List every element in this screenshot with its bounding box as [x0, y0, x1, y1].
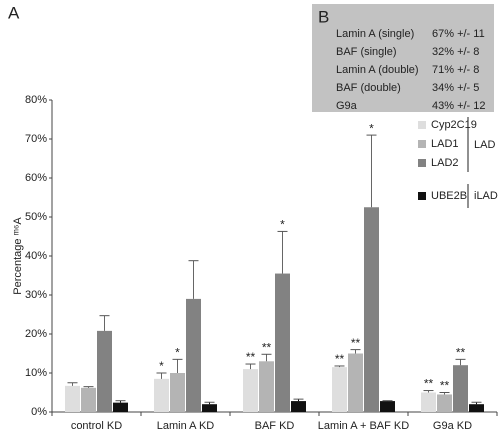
y-tick-label: 80%: [25, 94, 47, 106]
table-label: BAF (double): [336, 82, 401, 94]
significance-mark: *: [280, 218, 285, 232]
table-label: G9a: [336, 100, 358, 112]
panel-label: B: [318, 7, 329, 26]
bar: [364, 207, 379, 412]
legend-swatch: [418, 192, 426, 200]
bar: [275, 273, 290, 412]
y-tick-label: 40%: [25, 250, 47, 262]
legend-group-label: LAD: [474, 139, 495, 151]
bar: [421, 392, 436, 412]
table-value: 71% +/- 8: [432, 64, 479, 76]
x-tick-label: BAF KD: [255, 420, 295, 432]
x-tick-label: Lamin A KD: [157, 420, 215, 432]
legend-label: LAD2: [431, 157, 459, 169]
legend-label: Cyp2C19: [431, 119, 477, 131]
significance-mark: **: [440, 379, 450, 393]
legend-label: LAD1: [431, 138, 459, 150]
table-value: 32% +/- 8: [432, 46, 479, 58]
significance-mark: *: [369, 121, 374, 135]
bar: [170, 373, 185, 412]
bar: [81, 387, 96, 412]
bar: [97, 330, 112, 412]
significance-mark: *: [175, 346, 180, 360]
bar: [332, 367, 347, 412]
y-tick-label: 60%: [25, 172, 47, 184]
x-tick-label: control KD: [71, 420, 122, 432]
legend-label: UBE2B: [431, 190, 467, 202]
y-tick-label: 20%: [25, 328, 47, 340]
y-axis-label: Percentage ᵐ⁶A: [12, 217, 24, 295]
bar: [243, 369, 258, 412]
significance-mark: **: [351, 336, 361, 350]
y-tick-label: 10%: [25, 367, 47, 379]
legend-swatch: [418, 140, 426, 148]
bar: [437, 394, 452, 412]
y-tick-label: 70%: [25, 133, 47, 145]
significance-mark: **: [424, 377, 434, 391]
bar: [154, 378, 169, 412]
bar: [259, 361, 274, 412]
significance-mark: **: [246, 350, 256, 364]
bar: [453, 365, 468, 412]
bar: [65, 385, 80, 412]
table-value: 34% +/- 5: [432, 82, 479, 94]
significance-mark: *: [159, 359, 164, 373]
panel-b-box: [312, 4, 494, 112]
legend-group-label: iLAD: [474, 190, 498, 202]
bar: [202, 404, 217, 412]
y-tick-label: 50%: [25, 211, 47, 223]
bar: [113, 402, 128, 412]
table-value: 67% +/- 11: [432, 28, 485, 40]
bar: [186, 298, 201, 412]
bar: [348, 353, 363, 412]
legend-swatch: [418, 159, 426, 167]
bar: [291, 401, 306, 412]
bar: [380, 401, 395, 412]
y-tick-label: 0%: [31, 406, 47, 418]
y-tick-label: 30%: [25, 289, 47, 301]
table-label: Lamin A (single): [336, 28, 414, 40]
table-label: Lamin A (double): [336, 64, 419, 76]
panel-label: A: [8, 3, 20, 22]
table-value: 43% +/- 12: [432, 100, 486, 112]
x-tick-label: Lamin A + BAF KD: [318, 420, 409, 432]
significance-mark: **: [262, 340, 272, 354]
table-label: BAF (single): [336, 46, 397, 58]
significance-mark: **: [456, 346, 466, 360]
bar: [469, 404, 484, 412]
significance-mark: **: [335, 352, 345, 366]
legend-swatch: [418, 121, 426, 129]
x-tick-label: G9a KD: [433, 420, 472, 432]
